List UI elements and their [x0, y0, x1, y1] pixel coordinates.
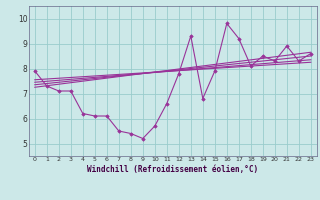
X-axis label: Windchill (Refroidissement éolien,°C): Windchill (Refroidissement éolien,°C)	[87, 165, 258, 174]
